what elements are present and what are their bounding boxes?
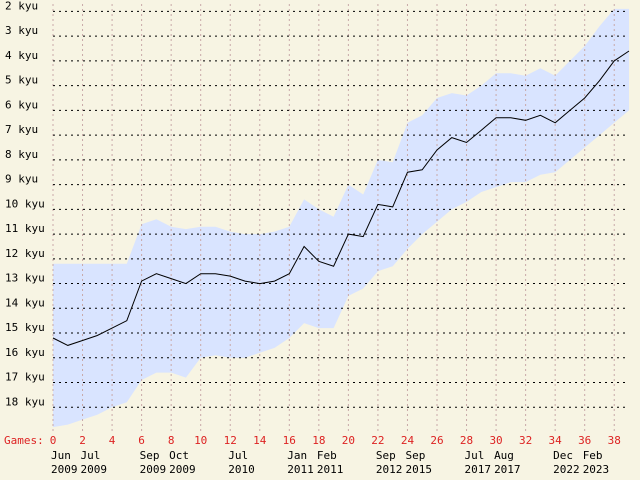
x-tick-label: 20 (342, 434, 355, 447)
date-year-label: 2011 (287, 463, 314, 476)
x-tick-label: 12 (224, 434, 237, 447)
x-tick-label: 2 (79, 434, 86, 447)
rating-line-path (52, 50, 630, 346)
date-month-label: Dec (553, 449, 573, 462)
x-tick-label: 16 (283, 434, 296, 447)
x-tick-label: 22 (371, 434, 384, 447)
date-month-label: Jul (465, 449, 485, 462)
x-tick-label: 28 (460, 434, 473, 447)
x-tick-label: 26 (430, 434, 443, 447)
date-year-label: 2009 (169, 463, 196, 476)
date-month-label: Jul (228, 449, 248, 462)
x-tick-label: 18 (312, 434, 325, 447)
x-axis-labels: Games: 0 2 4 6 8 10 12 14 16 18 20 22 24 26 28 30 32 34 36… (4, 434, 621, 447)
date-month-label: Jun (51, 449, 71, 462)
x-tick-label: 0 (50, 434, 57, 447)
x-tick-label: 24 (401, 434, 415, 447)
date-month-label: Feb (583, 449, 603, 462)
games-label: Games: (4, 434, 44, 447)
date-year-label: 2012 (376, 463, 403, 476)
y-tick-label: 12 kyu (5, 247, 45, 260)
date-year-label: 2017 (494, 463, 520, 476)
x-tick-label: 4 (109, 434, 116, 447)
y-tick-label: 13 kyu (5, 272, 45, 285)
y-tick-label: 17 kyu (5, 371, 45, 384)
x-tick-label: 38 (608, 434, 621, 447)
date-month-label: Jan (287, 449, 307, 462)
y-tick-label: 14 kyu (5, 296, 45, 309)
date-year-label: 2015 (405, 463, 432, 476)
date-year-label: 2022 (553, 463, 580, 476)
y-tick-label: 6 kyu (5, 98, 38, 111)
x-tick-label: 6 (138, 434, 145, 447)
y-tick-label: 2 kyu (5, 0, 38, 12)
y-tick-label: 5 kyu (5, 74, 38, 87)
date-year-label: 2011 (317, 463, 344, 476)
date-month-label: Sep (140, 449, 160, 462)
date-month-label: Feb (317, 449, 337, 462)
y-tick-label: 7 kyu (5, 123, 38, 136)
y-tick-label: 15 kyu (5, 321, 45, 334)
x-tick-label: 8 (168, 434, 175, 447)
y-tick-label: 3 kyu (5, 24, 38, 37)
date-month-label: Jul (81, 449, 101, 462)
date-year-label: 2009 (51, 463, 78, 476)
y-tick-label: 16 kyu (5, 346, 45, 359)
date-month-label: Sep (376, 449, 396, 462)
y-tick-label: 4 kyu (5, 49, 38, 62)
date-year-label: 2009 (140, 463, 167, 476)
rating-line (52, 50, 630, 346)
y-tick-label: 9 kyu (5, 173, 38, 186)
y-axis-labels: 2 kyu 3 kyu 4 kyu 5 kyu 6 kyu 7 kyu 8 kyu 9 kyu… (5, 0, 45, 408)
x-tick-label: 14 (253, 434, 267, 447)
confidence-band-area (53, 8, 629, 428)
date-year-label: 2010 (228, 463, 255, 476)
y-tick-label: 8 kyu (5, 148, 38, 161)
x-tick-label: 10 (194, 434, 207, 447)
y-tick-label: 10 kyu (5, 197, 45, 210)
y-tick-label: 11 kyu (5, 222, 45, 235)
x-tick-label: 34 (549, 434, 563, 447)
date-year-label: 2017 (465, 463, 492, 476)
y-tick-label: 18 kyu (5, 395, 45, 408)
horizontal-gridlines (53, 10, 629, 408)
confidence-band (53, 8, 629, 428)
x-tick-label: 36 (578, 434, 591, 447)
x-tick-label: 32 (519, 434, 532, 447)
date-year-label: 2023 (583, 463, 610, 476)
date-labels: Jun2009Jul2009Sep2009Oct2009Jul2010Jan20… (51, 449, 609, 476)
date-month-label: Sep (405, 449, 425, 462)
date-year-label: 2009 (81, 463, 108, 476)
date-month-label: Oct (169, 449, 189, 462)
date-month-label: Aug (494, 449, 514, 462)
vertical-gridlines (52, 4, 615, 432)
x-tick-label: 30 (489, 434, 502, 447)
